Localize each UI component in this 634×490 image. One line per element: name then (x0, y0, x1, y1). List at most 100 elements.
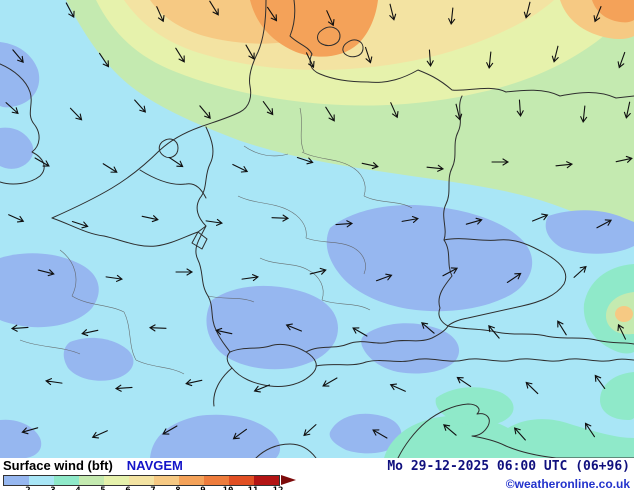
wind-arrow (102, 163, 118, 173)
state-borders (19, 107, 413, 375)
wind-arrow (443, 424, 457, 436)
wind-arrow (456, 376, 472, 388)
wind-arrow (523, 1, 531, 19)
wind-arrow (506, 272, 522, 284)
wind-arrow (141, 215, 159, 223)
wind-arrow (114, 384, 133, 392)
wind-arrow (448, 7, 456, 26)
wind-arrow (401, 215, 419, 223)
datetime-label: Mo 29-12-2025 06:00 UTC (06+96) (387, 459, 630, 474)
wind-arrow (8, 214, 25, 223)
legend-segment (254, 476, 279, 485)
wind-arrow (421, 322, 435, 334)
wind-arrow (175, 268, 194, 276)
wind-arrow (555, 161, 574, 169)
wind-arrow (390, 102, 399, 119)
wind-arrow (105, 274, 123, 282)
wind-arrow (262, 100, 274, 116)
country-borders (0, 0, 634, 458)
wind-arrow (573, 265, 587, 278)
wind-arrow (364, 46, 373, 64)
wind-arrow (71, 220, 89, 229)
wind-arrow (426, 164, 445, 172)
wind-arrow (516, 99, 524, 118)
wind-arrow (296, 156, 314, 165)
wind-arrow (134, 99, 147, 113)
wind-map (0, 0, 634, 458)
legend-arrow-cap (281, 475, 296, 485)
wind-arrow (326, 10, 335, 27)
wind-arrow (594, 374, 606, 390)
wind-arrow (525, 381, 539, 395)
footer-right: Mo 29-12-2025 06:00 UTC (06+96) ©weather… (387, 459, 630, 490)
wind-arrow (185, 379, 203, 387)
legend-segment (204, 476, 229, 485)
copyright-label: ©weatheronline.co.uk (505, 477, 630, 490)
legend-segment (179, 476, 204, 485)
legend-segment (229, 476, 254, 485)
wind-arrow (322, 377, 338, 387)
wind-arrow (303, 424, 317, 437)
wind-arrow (245, 44, 255, 60)
legend-tick-label: 10 (223, 486, 234, 490)
wind-arrow (209, 0, 219, 16)
wind-arrow (305, 52, 315, 69)
wind-speed-regions (0, 0, 634, 458)
legend-segment (129, 476, 154, 485)
wind-arrow (551, 45, 559, 63)
legend-tick-label: 2 (25, 486, 30, 490)
wind-arrow (148, 324, 167, 332)
legend-segment (54, 476, 79, 485)
wind-arrow (557, 320, 567, 336)
wind-arrow (37, 269, 55, 277)
wind-scale-legend: 2 3 4 5 6 7 8 9 10 11 12 (3, 475, 333, 490)
wind-arrow (488, 325, 500, 339)
wind-arrow (623, 101, 631, 119)
wind-arrow (168, 156, 184, 168)
wind-arrow (335, 220, 354, 228)
legend-tick-label: 3 (50, 486, 55, 490)
legend-tick-label: 9 (200, 486, 205, 490)
wind-arrow (271, 214, 290, 222)
wind-arrow (580, 105, 588, 124)
wind-arrow (199, 105, 211, 119)
wind-arrow (486, 51, 494, 70)
wind-arrow (596, 219, 613, 229)
wind-arrow (375, 273, 393, 282)
wind-arrow (215, 327, 233, 335)
wind-arrow (584, 422, 596, 438)
wind-arrow (372, 429, 388, 439)
wind-arrows (5, 0, 633, 441)
wind-arrow (81, 329, 99, 337)
wind-arrow (162, 425, 178, 435)
legend-segment (79, 476, 104, 485)
wind-arrow (205, 218, 223, 226)
legend-segment (104, 476, 129, 485)
wind-arrow (513, 427, 526, 441)
wind-arrow (389, 3, 397, 21)
legend-tick-label: 11 (248, 486, 259, 490)
wind-arrow (12, 49, 24, 63)
legend-segment (4, 476, 29, 485)
wind-arrow (325, 106, 335, 122)
wind-arrow (352, 327, 368, 337)
wind-arrow (5, 102, 19, 115)
wind-map-canvas (0, 0, 634, 458)
wind-arrow (10, 324, 29, 332)
legend-tick-label: 8 (175, 486, 180, 490)
wind-arrow (465, 217, 483, 225)
wind-arrow (426, 49, 434, 68)
wind-arrow (45, 378, 63, 386)
legend-segment (29, 476, 54, 485)
wind-arrow (156, 6, 165, 23)
wind-arrow (69, 107, 83, 121)
title-row: Surface wind (bft) NAVGEM (3, 459, 333, 473)
legend-tick-label: 7 (150, 486, 155, 490)
wind-arrow (253, 384, 270, 393)
wind-arrow (232, 163, 249, 173)
wind-arrow (615, 155, 633, 163)
legend-tick-label: 6 (125, 486, 130, 490)
wind-arrow (21, 427, 39, 435)
wind-arrow (34, 157, 50, 167)
